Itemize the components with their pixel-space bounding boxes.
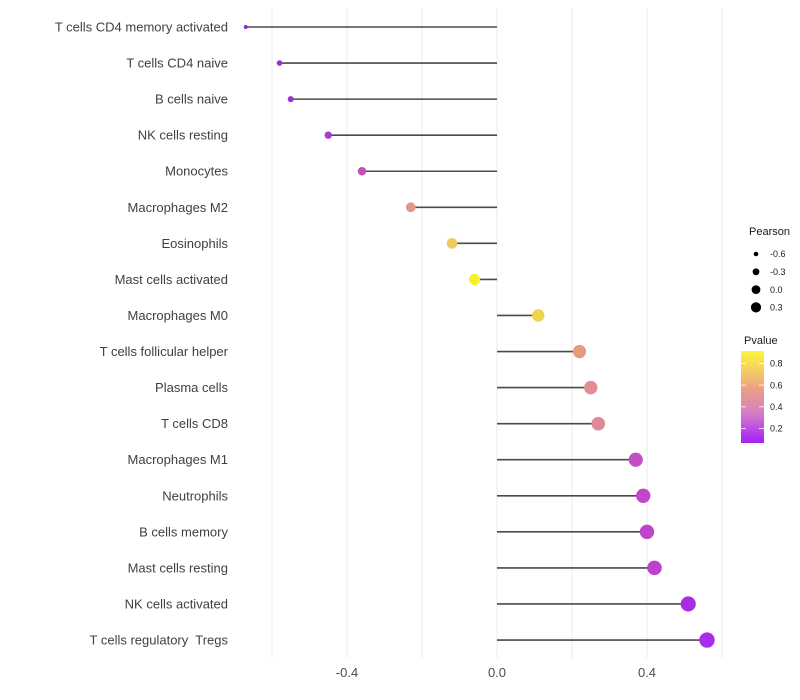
y-axis-category-label: Macrophages M0 (128, 308, 228, 323)
color-legend-value-label: 0.6 (770, 380, 783, 390)
color-legend-title: Pvalue (744, 335, 778, 347)
lollipop-dot (699, 632, 715, 648)
y-axis-category-label: B cells memory (139, 524, 228, 539)
lollipop-row: Macrophages M2 (128, 200, 497, 215)
y-axis-category-label: Macrophages M2 (128, 200, 228, 215)
pvalue-color-legend: Pvalue 0.8 0.6 0.4 0.2 (741, 335, 783, 443)
lollipop-dot (572, 344, 587, 359)
y-axis-category-label: B cells naive (155, 92, 228, 107)
lollipop-row: T cells follicular helper (100, 344, 587, 359)
color-legend-value-label: 0.2 (770, 424, 783, 434)
y-axis-category-label: Monocytes (165, 164, 228, 179)
y-axis-category-label: NK cells activated (125, 596, 228, 611)
lollipop-dot (276, 60, 283, 66)
lollipop-dot (532, 309, 545, 322)
lollipop-row: Macrophages M1 (128, 452, 643, 467)
lollipop-dot (636, 488, 651, 503)
y-axis-category-label: T cells follicular helper (100, 344, 229, 359)
lollipop-dot (639, 524, 655, 540)
size-legend-dot (751, 285, 761, 294)
size-legend-value-label: -0.3 (770, 267, 786, 277)
lollipop-dot (584, 380, 598, 395)
pearson-size-legend: Pearson -0.6 -0.3 0.0 0.3 (749, 226, 790, 313)
lollipop-row: T cells CD4 naive (126, 56, 497, 71)
y-axis-category-label: T cells CD4 memory activated (55, 20, 228, 35)
lollipop-row: Mast cells activated (115, 272, 497, 287)
y-axis-category-label: Mast cells activated (115, 272, 228, 287)
lollipop-row: Monocytes (165, 164, 497, 179)
lollipop-row: B cells memory (139, 524, 655, 540)
lollipop-dot (324, 131, 332, 139)
lollipop-dot (680, 596, 696, 612)
size-legend-title: Pearson (749, 226, 790, 238)
x-axis-tick-label: -0.4 (336, 665, 358, 680)
color-legend-ticks: 0.8 0.6 0.4 0.2 (741, 359, 783, 434)
lollipop-dot (468, 273, 481, 286)
y-axis-category-label: Plasma cells (155, 380, 228, 395)
lollipop-row: Mast cells resting (128, 560, 662, 575)
y-axis-category-label: T cells regulatory Tregs (90, 633, 229, 648)
lollipop-row: T cells regulatory Tregs (90, 632, 715, 648)
size-legend-value-label: 0.3 (770, 303, 783, 313)
gridlines (271, 8, 723, 658)
y-axis-category-label: Neutrophils (162, 488, 228, 503)
x-axis-tick-label: 0.4 (638, 665, 656, 680)
lollipop-dot (446, 238, 458, 249)
x-axis-tick-label: 0.0 (488, 665, 506, 680)
lollipop-row: T cells CD4 memory activated (55, 20, 497, 35)
lollipop-row: B cells naive (155, 92, 497, 107)
color-legend-gradient-bar (741, 351, 764, 443)
x-axis: -0.4 0.0 0.4 (336, 665, 656, 680)
y-axis-category-label: T cells CD8 (161, 416, 228, 431)
size-legend-dot (753, 251, 759, 257)
lollipop-dot (405, 202, 416, 213)
y-axis-category-label: Macrophages M1 (128, 452, 228, 467)
lollipop-row: Eosinophils (162, 236, 497, 251)
size-legend-value-label: 0.0 (770, 285, 783, 295)
y-axis-category-label: Mast cells resting (128, 560, 228, 575)
lollipop-row: NK cells resting (138, 128, 497, 143)
size-legend-dot (752, 268, 760, 276)
lollipop-row: NK cells activated (125, 596, 696, 612)
lollipop-dot (647, 560, 662, 576)
lollipop-rows: T cells CD4 memory activated T cells CD4 … (55, 20, 715, 648)
y-axis-category-label: NK cells resting (138, 128, 228, 143)
y-axis-category-label: T cells CD4 naive (126, 56, 228, 71)
lollipop-row: T cells CD8 (161, 416, 606, 431)
lollipop-dot (357, 167, 367, 176)
lollipop-row: Plasma cells (155, 380, 598, 395)
lollipop-dot (287, 96, 294, 103)
size-legend-value-label: -0.6 (770, 249, 786, 259)
size-legend-entries: -0.6 -0.3 0.0 0.3 (750, 249, 786, 313)
size-legend-dot (750, 302, 762, 313)
lollipop-dot (591, 416, 606, 431)
lollipop-row: Neutrophils (162, 488, 651, 503)
y-axis-category-label: Eosinophils (162, 236, 229, 251)
color-legend-value-label: 0.4 (770, 402, 783, 412)
color-legend-value-label: 0.8 (770, 359, 783, 369)
lollipop-row: Macrophages M0 (128, 308, 545, 323)
lollipop-dot (628, 452, 643, 467)
lollipop-dot (243, 25, 248, 29)
